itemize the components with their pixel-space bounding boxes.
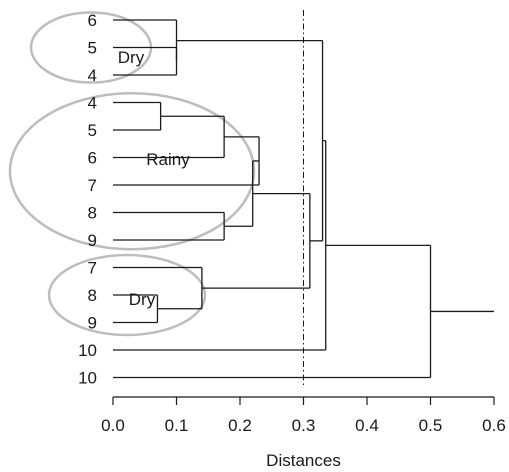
x-tick-label: 0.4: [355, 416, 379, 435]
leaf-label: 6: [88, 149, 97, 168]
group-label: Dry: [118, 48, 145, 67]
group-label: Rainy: [146, 150, 190, 169]
x-axis-title: Distances: [266, 451, 341, 470]
leaf-label: 6: [88, 11, 97, 30]
leaf-label: 8: [88, 286, 97, 305]
x-axis: 0.0 0.1 0.2 0.3 0.4 0.5 0.6: [101, 396, 506, 435]
leaf-label: 4: [88, 94, 97, 113]
x-tick-label: 0.0: [101, 416, 125, 435]
leaf-label: 7: [88, 259, 97, 278]
leaf-label: 10: [78, 369, 97, 388]
dendrogram-branches: [113, 19, 494, 379]
x-tick-label: 0.6: [482, 416, 506, 435]
group-ellipse: [8, 92, 256, 251]
x-tick-label: 0.2: [228, 416, 252, 435]
leaf-label: 9: [88, 314, 97, 333]
x-tick-label: 0.5: [419, 416, 443, 435]
leaf-label: 7: [88, 176, 97, 195]
group-ellipse: [47, 253, 207, 337]
leaf-label: 9: [88, 231, 97, 250]
group-label: Dry: [129, 290, 156, 309]
x-tick-label: 0.1: [165, 416, 189, 435]
leaf-label: 10: [78, 341, 97, 360]
leaf-label: 4: [88, 66, 97, 85]
group-labels: Dry Rainy Dry: [118, 48, 190, 309]
leaf-label: 5: [88, 121, 97, 140]
leaf-label: 5: [88, 39, 97, 58]
x-tick-label: 0.3: [292, 416, 316, 435]
leaf-labels: 6 5 4 4 5 6 7 8 9 7 8 9 10 10: [78, 11, 97, 388]
leaf-label: 8: [88, 204, 97, 223]
